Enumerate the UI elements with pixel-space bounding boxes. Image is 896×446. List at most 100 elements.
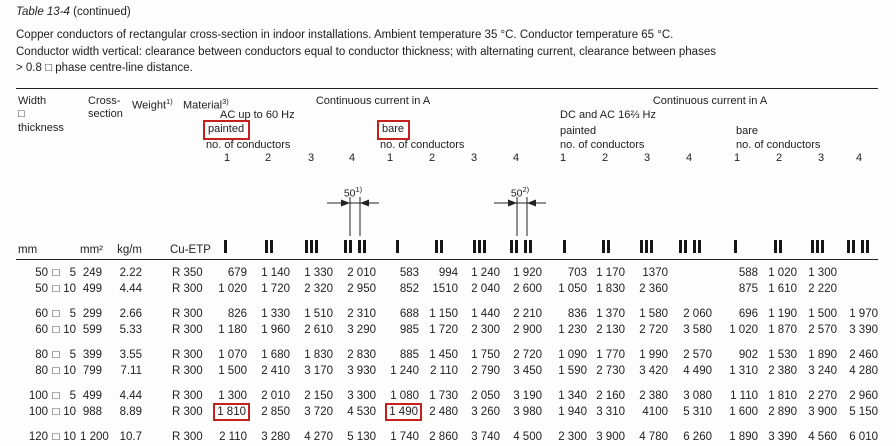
conductor-count: 1: [386, 152, 394, 164]
current-value: 2 300: [558, 431, 587, 443]
table-row: 60 □ 10 599 5.33 R 300 1 180 1 960 2 610 3 290 985…: [18, 322, 878, 338]
dimension-label: 502): [510, 185, 530, 200]
current-value: 2 890: [768, 406, 797, 418]
current-value: 2 040: [471, 283, 500, 295]
current-value: 2 600: [513, 283, 542, 295]
current-value: 3 450: [513, 365, 542, 377]
freq-label-dc: DC and AC 16⅔ Hz: [560, 109, 656, 121]
current-value: 885: [399, 349, 419, 361]
current-value: 1 180: [218, 324, 247, 336]
current-value: 1 920: [513, 267, 542, 279]
current-value: 588: [738, 267, 758, 279]
conductor-count: 4: [685, 152, 693, 164]
current-value: 3 900: [808, 406, 837, 418]
current-value: 1 310: [729, 365, 758, 377]
current-value: 1 140: [261, 267, 290, 279]
weight-value: 2.66: [119, 308, 142, 320]
current-value: 2 720: [513, 349, 542, 361]
current-value: 1 770: [596, 349, 625, 361]
table-row: 120 □ 10 1 200 10.7 R 300 2 110 3 280 4 270 5 130…: [18, 429, 878, 445]
current-value: 4 270: [304, 431, 333, 443]
current-value: 985: [399, 324, 419, 336]
col-header-width: Width: [18, 95, 47, 107]
current-value: 875: [738, 283, 758, 295]
label-bare-dc: bare: [736, 125, 759, 137]
current-value: 5 150: [849, 406, 878, 418]
material-value: R 300: [172, 324, 203, 336]
conductor-arrangement-icon: [625, 239, 668, 256]
current-value: 2 610: [304, 324, 333, 336]
current-value: 3 190: [513, 390, 542, 402]
current-value: 1 020: [218, 283, 247, 295]
current-value: 1 870: [768, 324, 797, 336]
current-value: 5 310: [683, 406, 712, 418]
conductor-count: 2: [601, 152, 609, 164]
table-continued: (continued): [69, 6, 131, 18]
current-value: 6 260: [683, 431, 712, 443]
current-value: 4 490: [683, 365, 712, 377]
unit-mm2: mm²: [80, 244, 103, 256]
conductor-arrangement-icon: [247, 239, 290, 256]
current-value: 1 500: [808, 308, 837, 320]
current-value: 1 810: [204, 403, 250, 421]
cross-section-value: 499: [82, 283, 102, 295]
cross-section-value: 1 200: [80, 431, 109, 443]
conductor-count: 4: [855, 152, 863, 164]
conductor-size: 50 □ 10: [35, 283, 76, 295]
divider-units: [16, 259, 878, 260]
conductor-size: 80 □ 5: [35, 349, 76, 361]
current-value: 1 730: [429, 390, 458, 402]
current-value: 4100: [642, 406, 668, 418]
current-value: 6 010: [849, 431, 878, 443]
cross-section-value: 499: [82, 390, 102, 402]
group-header-ac-current: Continuous current in A: [315, 95, 431, 107]
current-value: 3 240: [808, 365, 837, 377]
col-header-material: Material3): [183, 97, 229, 112]
current-value: 2 480: [429, 406, 458, 418]
table-row: 100 □ 5 499 4.44 R 300 1 300 2 010 2 150 3 300 1 0…: [18, 388, 878, 404]
table-row: 80 □ 5 399 3.55 R 300 1 070 1 680 1 830 2 830 885 1…: [18, 347, 878, 363]
current-value: 1 440: [471, 308, 500, 320]
current-value: 1 590: [558, 365, 587, 377]
current-value: 1 750: [471, 349, 500, 361]
current-value: 1 810: [768, 390, 797, 402]
current-value: 2 160: [596, 390, 625, 402]
current-value: 2 950: [347, 283, 376, 295]
current-value: 4 560: [808, 431, 837, 443]
material-value: R 300: [172, 308, 203, 320]
current-value: 3 930: [347, 365, 376, 377]
col-header-cross: Cross-: [88, 95, 121, 107]
current-value: 3 420: [639, 365, 668, 377]
current-value: 1 940: [558, 406, 587, 418]
current-value: 2 060: [683, 308, 712, 320]
cross-section-value: 988: [82, 406, 102, 418]
weight-value: 2.22: [119, 267, 142, 279]
current-value: 1 490: [376, 403, 422, 421]
material-value: R 300: [172, 349, 203, 361]
current-value: 3 080: [683, 390, 712, 402]
current-value: 3 310: [596, 406, 625, 418]
spacing-diagram-50-1: 501): [325, 183, 381, 236]
cross-section-value: 599: [82, 324, 102, 336]
current-value: 3 260: [471, 406, 500, 418]
cross-section-value: 299: [82, 308, 102, 320]
conductor-arrangement-icon: [758, 239, 797, 256]
conductor-size: 60 □ 10: [35, 324, 76, 336]
current-value: 2 110: [430, 365, 458, 377]
unit-mm: mm: [18, 244, 38, 256]
current-value: 2 360: [639, 283, 668, 295]
spacing-diagram-50-2: 502): [492, 183, 548, 236]
conductor-count: 3: [817, 152, 825, 164]
highlight-box-bare: bare: [377, 120, 411, 140]
material-value: R 350: [172, 267, 203, 279]
description-line: > 0.8 □ phase centre-line distance.: [16, 62, 193, 74]
current-value: 1 090: [558, 349, 587, 361]
current-value: 1 890: [808, 349, 837, 361]
conductor-count: 4: [348, 152, 356, 164]
material-value: R 300: [172, 390, 203, 402]
current-value: 994: [438, 267, 458, 279]
material-value: R 300: [172, 283, 203, 295]
current-value: [668, 265, 712, 281]
conductor-arrangement-icon: [837, 239, 878, 256]
